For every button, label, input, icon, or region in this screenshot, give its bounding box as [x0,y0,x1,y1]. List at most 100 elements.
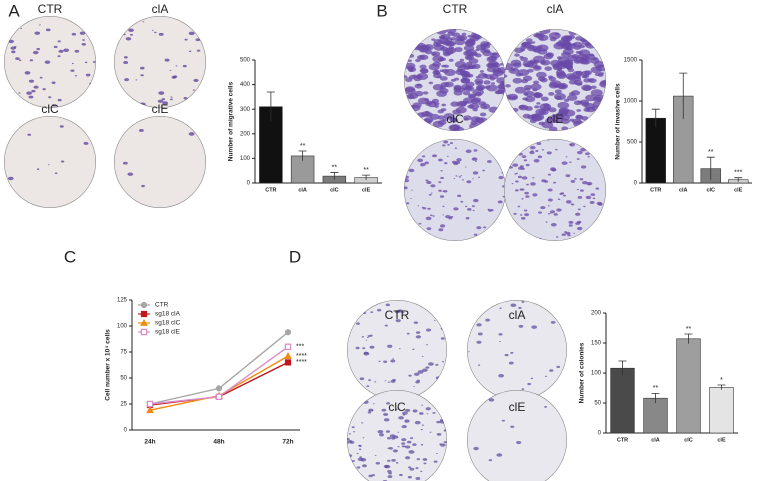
cell [420,443,424,446]
cell [158,91,165,95]
legend-marker [140,310,148,318]
photo [4,116,96,208]
cell [138,129,144,132]
cell [82,39,85,41]
cell [383,360,388,364]
cell [51,81,56,84]
significance: * [720,377,723,384]
cell [48,164,50,166]
cell [389,434,396,438]
cell [57,40,61,43]
cell [414,420,421,425]
cell [544,66,553,71]
cell [508,361,514,365]
error-bar [651,108,660,128]
cell [27,133,32,136]
photo-bg [347,390,447,481]
x-tick-label: clE [362,187,371,193]
cell [475,75,480,79]
cell [365,339,368,341]
cell [524,191,529,195]
cell [556,67,563,72]
cell [476,226,482,230]
cell [404,408,411,412]
cell [7,176,14,181]
cell [357,457,364,462]
cell [545,221,548,223]
cell [89,82,92,85]
x-tick-label: clA [651,437,660,443]
cell [567,75,577,81]
cell [465,217,470,220]
cell [531,325,538,329]
cell [471,205,476,208]
cell [415,467,419,470]
cell [440,176,444,180]
cell [590,89,603,97]
cell [140,74,144,77]
cell [439,419,444,422]
cell [51,104,55,106]
cell [412,443,417,446]
cell [505,84,511,88]
cell [476,85,485,91]
cell [442,144,446,147]
cell [443,64,450,68]
cell [123,33,126,36]
point [215,393,223,400]
cell [468,52,474,56]
cell [453,87,461,93]
cell [570,180,576,183]
cell [585,94,597,102]
cell [48,96,52,99]
cell [439,195,445,198]
error-bar [298,150,307,161]
cell [193,78,199,82]
cell [385,303,390,307]
cell [404,178,410,183]
cell [420,428,423,431]
cell [415,335,422,339]
cell [407,59,412,62]
cell [423,462,427,465]
cell [424,458,427,460]
cell [523,92,529,96]
cell [511,107,519,113]
cell [523,63,530,67]
cell [575,114,584,120]
cell [125,37,132,41]
cell [464,166,467,168]
cell [28,79,35,83]
cell [477,364,481,366]
cell [585,53,596,60]
cell [576,188,579,191]
cell [432,215,435,217]
cell [521,155,527,158]
cell [487,160,492,163]
photo [504,29,606,131]
cell [447,143,451,146]
photo-bg [114,116,206,208]
cell [579,38,585,42]
cell [571,90,581,96]
cell [560,192,565,195]
cell [466,180,472,184]
cell [541,149,545,151]
cell [363,312,367,314]
cell [550,321,556,324]
cell [183,97,188,100]
cell [454,147,458,149]
cell [416,55,425,60]
x-tick-label: 24h [144,439,155,446]
cell [460,200,464,203]
cell [478,101,487,106]
cell [170,96,173,98]
cell [576,109,581,112]
cell [407,475,412,479]
cell [529,145,536,150]
significance: ** [653,385,659,392]
error-bar [717,384,726,390]
cell [457,194,462,198]
significance: *** [296,344,304,351]
cell [595,64,606,72]
